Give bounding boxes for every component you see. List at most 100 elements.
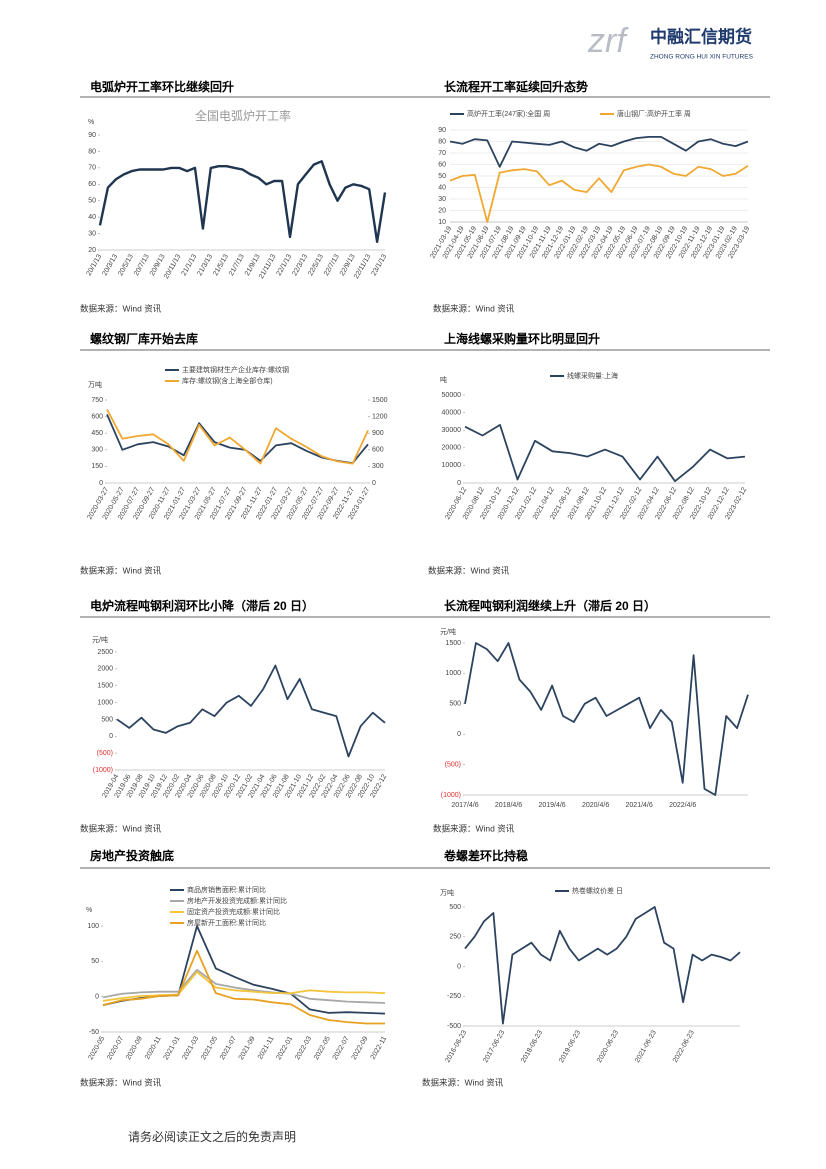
section-heading: 上海线螺采购量环比明显回升 <box>444 331 600 346</box>
y-tick-label: 1500 <box>97 683 113 690</box>
legend-label: 主要建筑钢材生产企业库存:螺纹钢 <box>182 365 289 374</box>
x-tick-label: 2022-03 <box>294 1035 313 1061</box>
chart-title: 全国电弧炉开工率 <box>195 108 291 123</box>
legend-label: 房屋新开工面积:累计同比 <box>187 918 266 927</box>
line-series <box>449 136 749 168</box>
x-tick-label: 2021-06-23 <box>634 1029 658 1064</box>
y-tick-label: 30 <box>438 196 446 203</box>
x-tick-label: 2022-06-23 <box>672 1029 696 1064</box>
y-tick-label: 70 <box>88 165 96 172</box>
line-series <box>464 642 749 796</box>
legend-label: 唐山钢厂:高炉开工率 周 <box>617 109 691 118</box>
x-tick-label: 2019-06-23 <box>558 1029 582 1064</box>
x-tick-label: 2020/4/6 <box>582 802 609 809</box>
y-tick-label: 500 <box>101 716 113 723</box>
y-tick-label: 50000 <box>442 392 462 399</box>
y-tick-label: 1200 <box>372 413 388 420</box>
y-tick-label: 450 <box>91 430 103 437</box>
unit-label: 万吨 <box>440 888 454 897</box>
y-tick-label: 300 <box>372 463 384 470</box>
logo-text: 中融汇信期货 <box>650 26 752 46</box>
x-tick-label: 2022-01 <box>275 1035 294 1061</box>
line-series <box>98 160 387 243</box>
y-tick-label: -500 <box>447 1023 461 1030</box>
line-series <box>106 414 369 464</box>
legend-label: 库存:螺纹钢(含上海全部仓库) <box>182 376 273 385</box>
y-tick-label: 10000 <box>442 462 462 469</box>
y-tick-label: 2500 <box>97 649 113 656</box>
y-tick-label: 90 <box>88 132 96 139</box>
x-tick-label: 2017/4/6 <box>451 802 478 809</box>
y-tick-label: 1000 <box>97 699 113 706</box>
y-tick-label: 300 <box>91 447 103 454</box>
y-tick-label: 10 <box>438 219 446 226</box>
x-tick-label: 2021-01 <box>163 1035 182 1061</box>
y-tick-label: 40 <box>438 184 446 191</box>
line-series <box>449 163 749 223</box>
unit-label: % <box>86 907 92 914</box>
x-tick-label: 2020-07 <box>106 1035 125 1061</box>
x-tick-label: 2017-06-23 <box>482 1029 506 1064</box>
x-tick-label: 2021-09 <box>238 1035 257 1061</box>
section-heading: 螺纹钢厂库开始去库 <box>90 331 198 346</box>
section-heading: 长流程开工率延续回升态势 <box>444 79 588 94</box>
y-tick-label: 600 <box>372 447 384 454</box>
x-tick-label: 2020-09 <box>125 1035 144 1061</box>
y-tick-label: 20000 <box>442 445 462 452</box>
y-tick-label: (1000) <box>441 792 461 799</box>
y-tick-label: 80 <box>438 138 446 145</box>
line-series <box>102 968 386 1004</box>
y-tick-label: 0 <box>109 733 113 740</box>
line-series <box>464 424 746 483</box>
y-tick-label: -250 <box>447 993 461 1000</box>
unit-label: 元/吨 <box>92 635 108 644</box>
unit-label: % <box>88 119 94 126</box>
legend-label: 房地产开发投资完成额:累计同比 <box>187 896 287 905</box>
y-tick-label: 750 <box>91 397 103 404</box>
y-tick-label: 80 <box>88 148 96 155</box>
x-tick-label: 2021-07 <box>219 1035 238 1061</box>
source-note: 数据来源：Wind 资讯 <box>80 823 162 833</box>
y-tick-label: 500 <box>449 904 461 911</box>
source-note: 数据来源：Wind 资讯 <box>433 303 515 313</box>
x-tick-label: 2020-11 <box>144 1035 163 1060</box>
legend-label: 线螺采购量:上海 <box>567 371 618 380</box>
x-tick-label: 2021/4/6 <box>626 802 653 809</box>
y-tick-label: (1000) <box>93 767 113 774</box>
y-tick-label: 70 <box>438 150 446 157</box>
y-tick-label: 30 <box>88 230 96 237</box>
y-tick-label: 500 <box>449 701 461 708</box>
line-series <box>102 949 385 1025</box>
x-tick-label: 2022-09 <box>351 1035 370 1061</box>
source-note: 数据来源：Wind 资讯 <box>433 823 515 833</box>
section-heading: 电炉流程吨钢利润环比小降（滞后 20 日） <box>90 598 314 613</box>
disclaimer: 请务必阅读正文之后的免责声明 <box>128 1129 296 1144</box>
y-tick-label: 30000 <box>442 427 462 434</box>
y-tick-label: 900 <box>372 430 384 437</box>
x-tick-label: 2022/4/6 <box>669 802 696 809</box>
line-series <box>106 408 369 465</box>
y-tick-label: 1500 <box>445 640 461 647</box>
x-tick-label: 2021-11 <box>257 1035 276 1060</box>
y-tick-label: 0 <box>457 480 461 487</box>
y-tick-label: 90 <box>438 127 446 134</box>
y-tick-label: 50 <box>438 173 446 180</box>
y-tick-label: 1000 <box>445 670 461 677</box>
unit-label: 万吨 <box>88 380 102 389</box>
section-heading: 卷螺差环比持稳 <box>443 848 528 863</box>
source-note: 数据来源：Wind 资讯 <box>80 1077 162 1087</box>
y-tick-label: 50 <box>91 958 99 965</box>
y-tick-label: 50 <box>88 198 96 205</box>
x-tick-label: 2020-06-23 <box>596 1029 620 1064</box>
y-tick-label: (500) <box>97 750 113 757</box>
y-tick-label: 60 <box>88 181 96 188</box>
legend-label: 高炉开工率(247家):全国 周 <box>467 109 550 118</box>
y-tick-label: 0 <box>95 994 99 1001</box>
y-tick-label: 150 <box>91 463 103 470</box>
unit-label: 元/吨 <box>440 627 456 636</box>
y-tick-label: 0 <box>99 480 103 487</box>
section-heading: 房地产投资触底 <box>90 848 174 863</box>
legend-label: 商品房销售面积:累计同比 <box>187 885 266 894</box>
section-heading: 电弧炉开工率环比继续回升 <box>90 79 234 94</box>
